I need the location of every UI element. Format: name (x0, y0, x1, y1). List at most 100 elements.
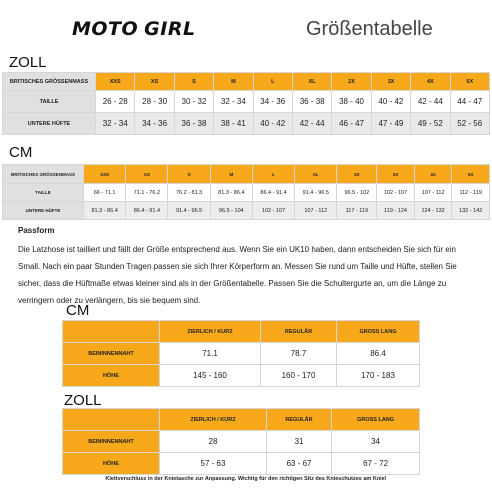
table-cell: 102 - 107 (251, 201, 296, 220)
table-cell: 57 - 63 (159, 452, 267, 475)
table-cell: 86.4 (336, 342, 420, 365)
column-header: XL (294, 164, 338, 184)
column-header: M (209, 164, 253, 184)
table-cell: 76.2 - 81.3 (167, 183, 211, 202)
table-cell: 107 - 112 (413, 183, 453, 202)
table-cell: 38 - 40 (331, 90, 372, 113)
column-header: L (252, 72, 293, 91)
table-cell: 145 - 160 (159, 364, 261, 387)
column-header: XS (134, 72, 175, 91)
table-cell: 32 - 34 (213, 90, 254, 113)
table-cell: 91.4 - 96.5 (294, 183, 338, 202)
column-header: REGULÄR (265, 408, 333, 431)
table-cell: 81.3 - 86.4 (82, 201, 127, 220)
table-cell: 71.1 (159, 342, 261, 365)
row-label: BEININNENNAHT (62, 342, 160, 365)
table-cell: 160 - 170 (259, 364, 338, 387)
column-header: 2X (331, 72, 372, 91)
table-cell: 34 - 36 (134, 112, 175, 135)
table-row: UNTERE HÜFTE 32 - 34 34 - 36 36 - 38 38 … (2, 112, 491, 135)
column-header: L (251, 164, 296, 184)
column-header: BRITISCHES GRÖSSENMASS (2, 164, 84, 184)
column-header: 4X (413, 164, 453, 184)
column-header: 5X (449, 72, 491, 91)
column-header: S (167, 164, 211, 184)
table-cell: 40 - 42 (252, 112, 293, 135)
section-title-zoll: ZOLL (9, 54, 47, 71)
table-header-row: BRITISCHES GRÖSSENMASS XXS XS S M L XL 2… (2, 72, 491, 91)
table-cell: 46 - 47 (331, 112, 372, 135)
table-cell: 71.1 - 76.2 (125, 183, 169, 202)
table-cell: 112 - 119 (451, 183, 490, 202)
section-title-cm: CM (9, 144, 33, 161)
table-row: HÖHE 57 - 63 63 - 67 67 - 72 (62, 452, 420, 475)
row-label: HÖHE (62, 364, 160, 387)
column-header: 3X (370, 72, 412, 91)
logo-word-right: GIRL (144, 18, 196, 40)
table-header-row: ZIERLICH / KURZ REGULÄR GROSS LANG (62, 320, 420, 343)
table-cell: 96.5 - 102 (336, 183, 378, 202)
column-header: 5X (451, 164, 490, 184)
column-header: GROSS LANG (331, 408, 420, 431)
column-header: XXS (82, 164, 127, 184)
table-cell: 170 - 183 (336, 364, 420, 387)
section-title-length-zoll: ZOLL (64, 392, 102, 409)
table-cell: 36 - 38 (173, 112, 215, 135)
table-cell: 66 - 71.1 (82, 183, 127, 202)
length-table-cm: ZIERLICH / KURZ REGULÄR GROSS LANG BEINI… (62, 320, 420, 387)
table-cell: 81.3 - 86.4 (209, 183, 253, 202)
table-cell: 47 - 49 (370, 112, 412, 135)
logo-word-left: MOTO (72, 18, 139, 40)
length-table-zoll: ZIERLICH / KURZ REGULÄR GROSS LANG BEINI… (62, 408, 420, 475)
table-cell: 26 - 28 (94, 90, 136, 113)
passform-heading: Passform (18, 226, 55, 235)
table-row: TAILLE 66 - 71.1 71.1 - 76.2 76.2 - 81.3… (2, 183, 490, 202)
table-cell: 44 - 47 (449, 90, 491, 113)
table-cell: 28 - 30 (134, 90, 175, 113)
table-cell: 117 - 119 (336, 201, 378, 220)
brand-logo: MOTO GIRL (72, 14, 196, 44)
table-cell: 36 - 38 (291, 90, 333, 113)
table-header-row: ZIERLICH / KURZ REGULÄR GROSS LANG (62, 408, 420, 431)
table-cell: 31 (265, 430, 333, 453)
column-header: M (213, 72, 254, 91)
row-label: UNTERE HÜFTE (2, 201, 84, 220)
table-cell: 49 - 52 (410, 112, 451, 135)
table-cell: 67 - 72 (331, 452, 420, 475)
table-cell: 86.4 - 91.4 (251, 183, 296, 202)
table-cell: 91.4 - 96.5 (167, 201, 211, 220)
size-table-zoll: BRITISCHES GRÖSSENMASS XXS XS S M L XL 2… (2, 72, 491, 135)
table-cell: 124 - 132 (413, 201, 453, 220)
row-label: UNTERE HÜFTE (2, 112, 96, 135)
column-header: XXS (94, 72, 136, 91)
table-cell: 28 (159, 430, 267, 453)
table-cell: 32 - 34 (94, 112, 136, 135)
header-empty-cell (62, 408, 160, 431)
table-row: BEININNENNAHT 28 31 34 (62, 430, 420, 453)
section-title-length-cm: CM (66, 302, 90, 319)
row-label: TAILLE (2, 90, 96, 113)
column-header: 4X (410, 72, 451, 91)
header-empty-cell (62, 320, 160, 343)
table-cell: 78.7 (259, 342, 338, 365)
table-cell: 63 - 67 (265, 452, 333, 475)
footnote: Klettverschluss in der Knietasche zur An… (105, 476, 387, 482)
column-header: XS (125, 164, 169, 184)
table-row: HÖHE 145 - 160 160 - 170 170 - 183 (62, 364, 420, 387)
column-header: GROSS LANG (336, 320, 420, 343)
column-header: 2X (336, 164, 378, 184)
table-cell: 102 - 107 (376, 183, 415, 202)
page-title: Größentabelle (306, 18, 433, 40)
table-cell: 34 (331, 430, 420, 453)
table-cell: 34 - 36 (252, 90, 293, 113)
table-cell: 30 - 32 (173, 90, 215, 113)
table-row: BEININNENNAHT 71.1 78.7 86.4 (62, 342, 420, 365)
column-header: ZIERLICH / KURZ (159, 320, 261, 343)
table-cell: 86.4 - 91.4 (125, 201, 169, 220)
table-cell: 107 - 112 (294, 201, 338, 220)
column-header: REGULÄR (259, 320, 338, 343)
table-cell: 132 - 142 (451, 201, 490, 220)
table-cell: 52 - 56 (449, 112, 491, 135)
passform-text: Die Latzhose ist tailliert und fällt der… (18, 245, 457, 305)
column-header: XL (291, 72, 333, 91)
